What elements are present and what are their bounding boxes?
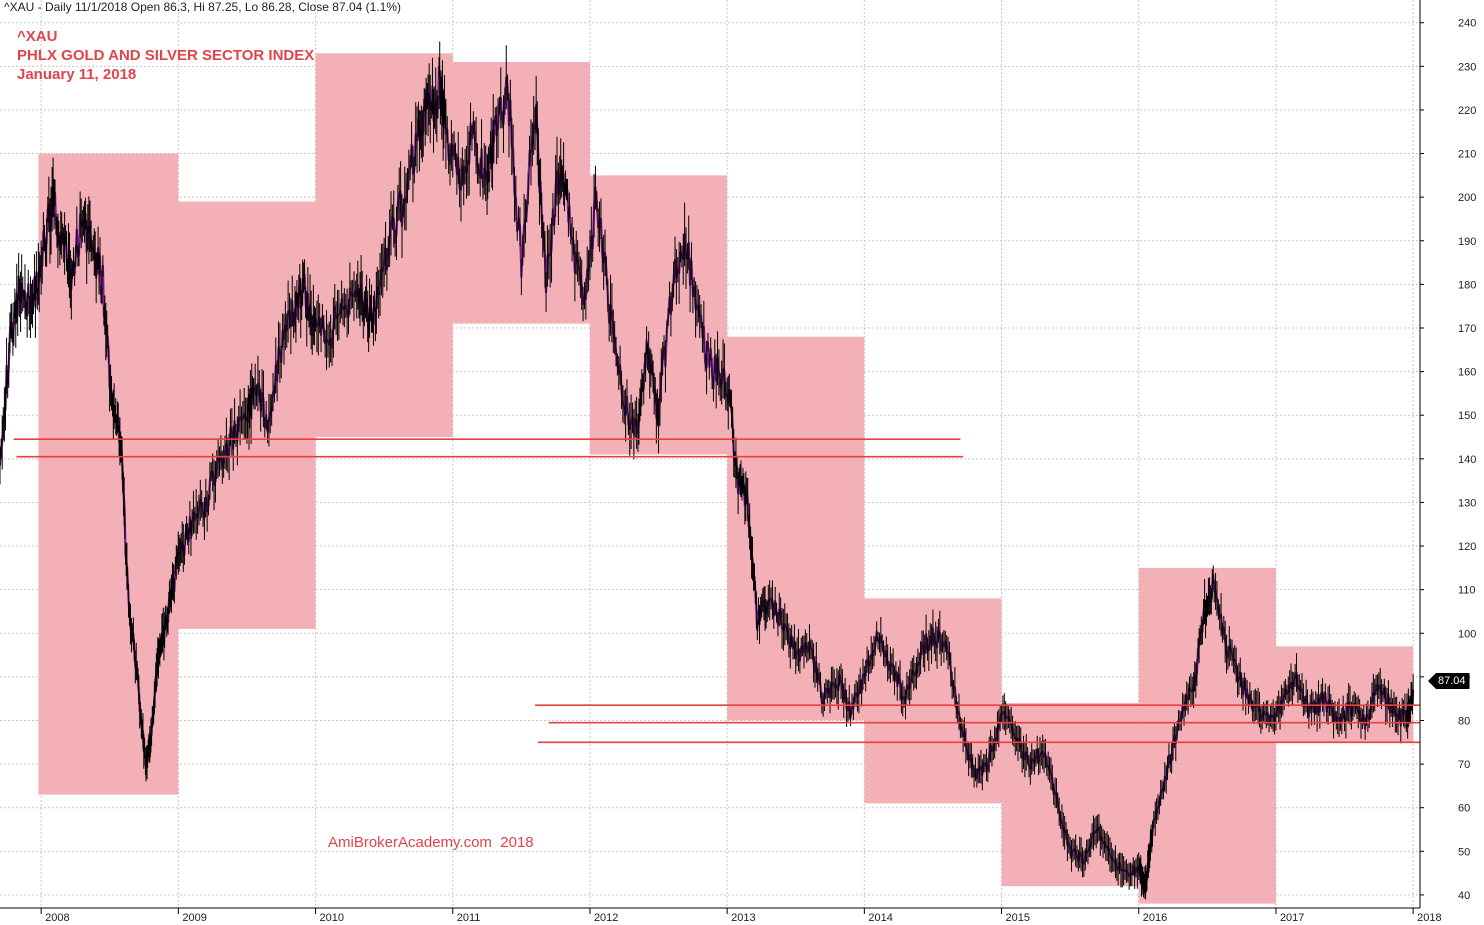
x-tick-label: 2014: [868, 912, 892, 924]
shaded-zones: [38, 53, 1414, 904]
x-tick-label: 2017: [1280, 912, 1304, 924]
y-tick-label: 150: [1458, 410, 1476, 422]
x-tick-label: 2009: [182, 912, 206, 924]
y-tick-label: 130: [1458, 497, 1476, 509]
x-tick-label: 2018: [1417, 912, 1441, 924]
x-tick-label: 2008: [45, 912, 69, 924]
x-tick-label: 2010: [320, 912, 344, 924]
support-lines: [13, 438, 1420, 744]
watermark-text: AmiBrokerAcademy.com 2018: [328, 834, 534, 851]
x-tick-label: 2016: [1143, 912, 1167, 924]
chart-date-label: January 11, 2018: [17, 66, 137, 83]
y-tick-label: 70: [1458, 759, 1470, 771]
y-tick-label: 170: [1458, 323, 1476, 335]
ticker-label: ^XAU: [17, 28, 58, 45]
y-tick-label: 120: [1458, 541, 1476, 553]
x-tick-label: 2011: [457, 912, 481, 924]
last-price-tag: 87.04: [1428, 673, 1470, 689]
price-series: [0, 41, 1415, 900]
y-tick-label: 160: [1458, 367, 1476, 379]
y-tick-label: 60: [1458, 803, 1470, 815]
y-tick-label: 40: [1458, 890, 1470, 902]
y-tick-label: 80: [1458, 715, 1470, 727]
y-tick-label: 220: [1458, 105, 1476, 117]
y-tick-label: 190: [1458, 236, 1476, 248]
y-tick-label: 180: [1458, 279, 1476, 291]
y-tick-label: 230: [1458, 61, 1476, 73]
y-tick-label: 210: [1458, 149, 1476, 161]
index-name-label: PHLX GOLD AND SILVER SECTOR INDEX: [17, 47, 315, 64]
y-tick-label: 140: [1458, 454, 1476, 466]
x-tick-label: 2013: [731, 912, 755, 924]
y-tick-label: 200: [1458, 192, 1476, 204]
shaded-zone: [1138, 567, 1276, 904]
y-tick-label: 240: [1458, 18, 1476, 30]
chart-info-line: ^XAU - Daily 11/1/2018 Open 86.3, Hi 87.…: [4, 0, 401, 14]
y-tick-label: 100: [1458, 628, 1476, 640]
x-tick-label: 2015: [1006, 912, 1030, 924]
x-tick-label: 2012: [594, 912, 618, 924]
y-tick-label: 110: [1458, 585, 1476, 597]
y-tick-label: 50: [1458, 846, 1470, 858]
